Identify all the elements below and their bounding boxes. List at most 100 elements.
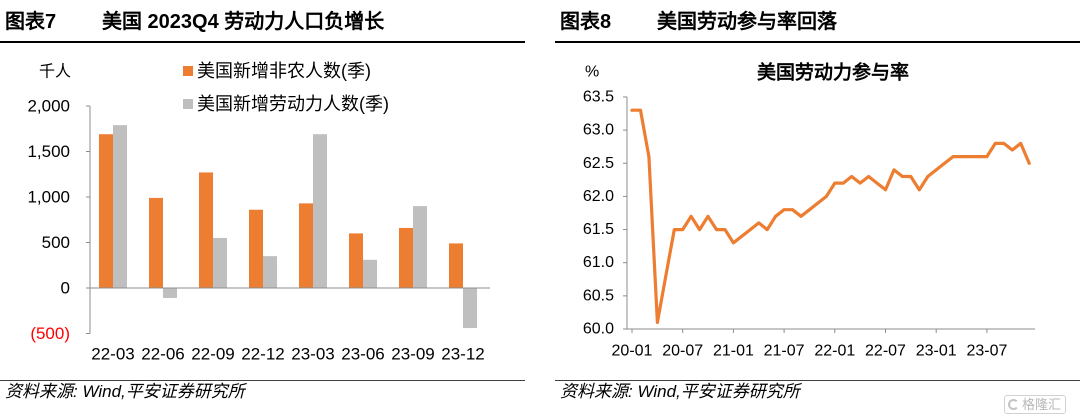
y-tick-label: 62.0	[583, 188, 614, 205]
x-tick-label: 22-03	[91, 345, 134, 364]
data-point	[985, 155, 989, 159]
labor-force-bar	[463, 288, 477, 329]
labor-force-bar	[213, 237, 227, 288]
unit-label: %	[585, 64, 599, 81]
nonfarm-bar	[299, 203, 313, 288]
y-tick-label: 61.5	[583, 221, 614, 238]
nonfarm-bar	[199, 172, 213, 288]
data-point	[833, 181, 837, 185]
data-point	[968, 155, 972, 159]
y-tick-label: (500)	[30, 324, 70, 343]
x-tick-label: 23-12	[441, 345, 484, 364]
y-tick-label: 2,000	[27, 97, 70, 116]
data-point	[867, 175, 870, 178]
gelonghui-logo-icon	[1008, 399, 1019, 410]
data-point	[892, 168, 896, 172]
data-point	[816, 201, 820, 205]
data-point	[681, 228, 685, 232]
footer-rule	[555, 380, 1080, 381]
data-point	[723, 228, 727, 232]
legend-label-labor-force: 美国新增劳动力人数(季)	[197, 94, 389, 114]
figure-title: 美国劳动参与率回落	[657, 11, 837, 33]
data-point	[884, 188, 887, 192]
participation-rate-line-chart: % 美国劳动力参与率 63.563.062.562.061.561.060.56…	[583, 61, 1035, 360]
data-point	[706, 214, 710, 218]
nonfarm-bar	[399, 227, 413, 288]
data-point	[909, 175, 913, 178]
data-point	[732, 241, 735, 245]
data-point	[841, 181, 845, 185]
source-note: 资料来源: Wind,平安证券研究所	[5, 382, 245, 401]
y-tick-label: 63.5	[583, 88, 614, 105]
data-point	[960, 155, 963, 159]
data-point	[782, 208, 786, 212]
participation-rate-line	[630, 108, 1031, 324]
watermark-text: 格隆汇	[1022, 397, 1062, 412]
labor-force-bar	[263, 256, 277, 288]
y-tick-label: 0	[61, 279, 70, 298]
data-point	[808, 208, 811, 212]
x-tick-label: 22-07	[865, 343, 906, 360]
y-tick-label: 61.0	[583, 254, 614, 271]
data-point	[774, 214, 777, 218]
x-tick-label: 20-01	[612, 343, 653, 360]
data-point	[647, 155, 651, 159]
data-point	[630, 108, 634, 112]
data-point	[740, 234, 744, 238]
footer-rule	[0, 380, 525, 381]
nonfarm-bar	[99, 134, 113, 288]
x-tick-label: 20-07	[662, 343, 703, 360]
header-rule	[555, 41, 1080, 43]
legend-swatch-labor-force	[183, 99, 193, 109]
data-point	[1027, 161, 1031, 165]
bar-plot-area: 2,000 1,500 1,000 500 0 (500) 22-03 22-06 22-09 2…	[27, 97, 490, 364]
data-point	[901, 175, 904, 178]
data-point	[698, 228, 701, 232]
labor-force-bar-chart: 千人 美国新增非农人数(季) 美国新增劳动力人数(季) 2,000 1,500 1,…	[27, 61, 490, 364]
data-point	[672, 228, 676, 232]
labor-force-bar	[413, 206, 427, 288]
labor-force-bar	[313, 134, 327, 288]
data-point	[799, 214, 803, 218]
x-tick-label: 22-09	[191, 345, 234, 364]
data-point	[689, 214, 693, 218]
labor-force-bar	[363, 259, 377, 288]
data-point	[934, 168, 938, 172]
y-tick-label: 62.5	[583, 155, 614, 172]
x-tick-label: 22-12	[241, 345, 284, 364]
data-point	[917, 188, 921, 192]
line-plot-area: 63.5 63.0 62.5 62.0 61.5 61.0 60.5 60.0 20-01 20-…	[583, 88, 1035, 360]
data-point	[926, 175, 930, 178]
labor-force-bar	[113, 125, 127, 288]
data-point	[1002, 142, 1006, 145]
data-point	[850, 175, 854, 178]
x-tick-label: 21-07	[764, 343, 805, 360]
data-point	[875, 181, 879, 185]
unit-label: 千人	[39, 63, 71, 81]
nonfarm-bar	[349, 233, 363, 288]
x-tick-label: 22-01	[814, 343, 855, 360]
chart-title: 美国劳动力参与率	[757, 61, 909, 84]
figure-label: 图表8	[560, 11, 612, 33]
data-point	[639, 108, 642, 112]
data-point	[791, 208, 794, 212]
y-tick-label: 60.0	[583, 321, 614, 338]
data-point	[943, 161, 946, 165]
watermark-logo: 格隆汇	[1004, 395, 1067, 414]
x-tick-label: 21-01	[713, 343, 754, 360]
x-tick-label: 23-07	[966, 343, 1007, 360]
data-point	[757, 221, 761, 225]
data-point	[765, 228, 769, 232]
nonfarm-bar	[249, 209, 263, 288]
x-tick-label: 23-03	[291, 345, 334, 364]
data-point	[656, 321, 659, 324]
data-point	[1019, 142, 1023, 145]
x-tick-label: 23-09	[391, 345, 434, 364]
source-note: 资料来源: Wind,平安证券研究所	[560, 382, 800, 401]
data-point	[748, 228, 752, 232]
data-point	[993, 142, 997, 145]
data-point	[977, 155, 980, 159]
data-point	[1010, 148, 1014, 152]
y-tick-label: 1,500	[27, 142, 70, 161]
data-point	[715, 228, 718, 232]
